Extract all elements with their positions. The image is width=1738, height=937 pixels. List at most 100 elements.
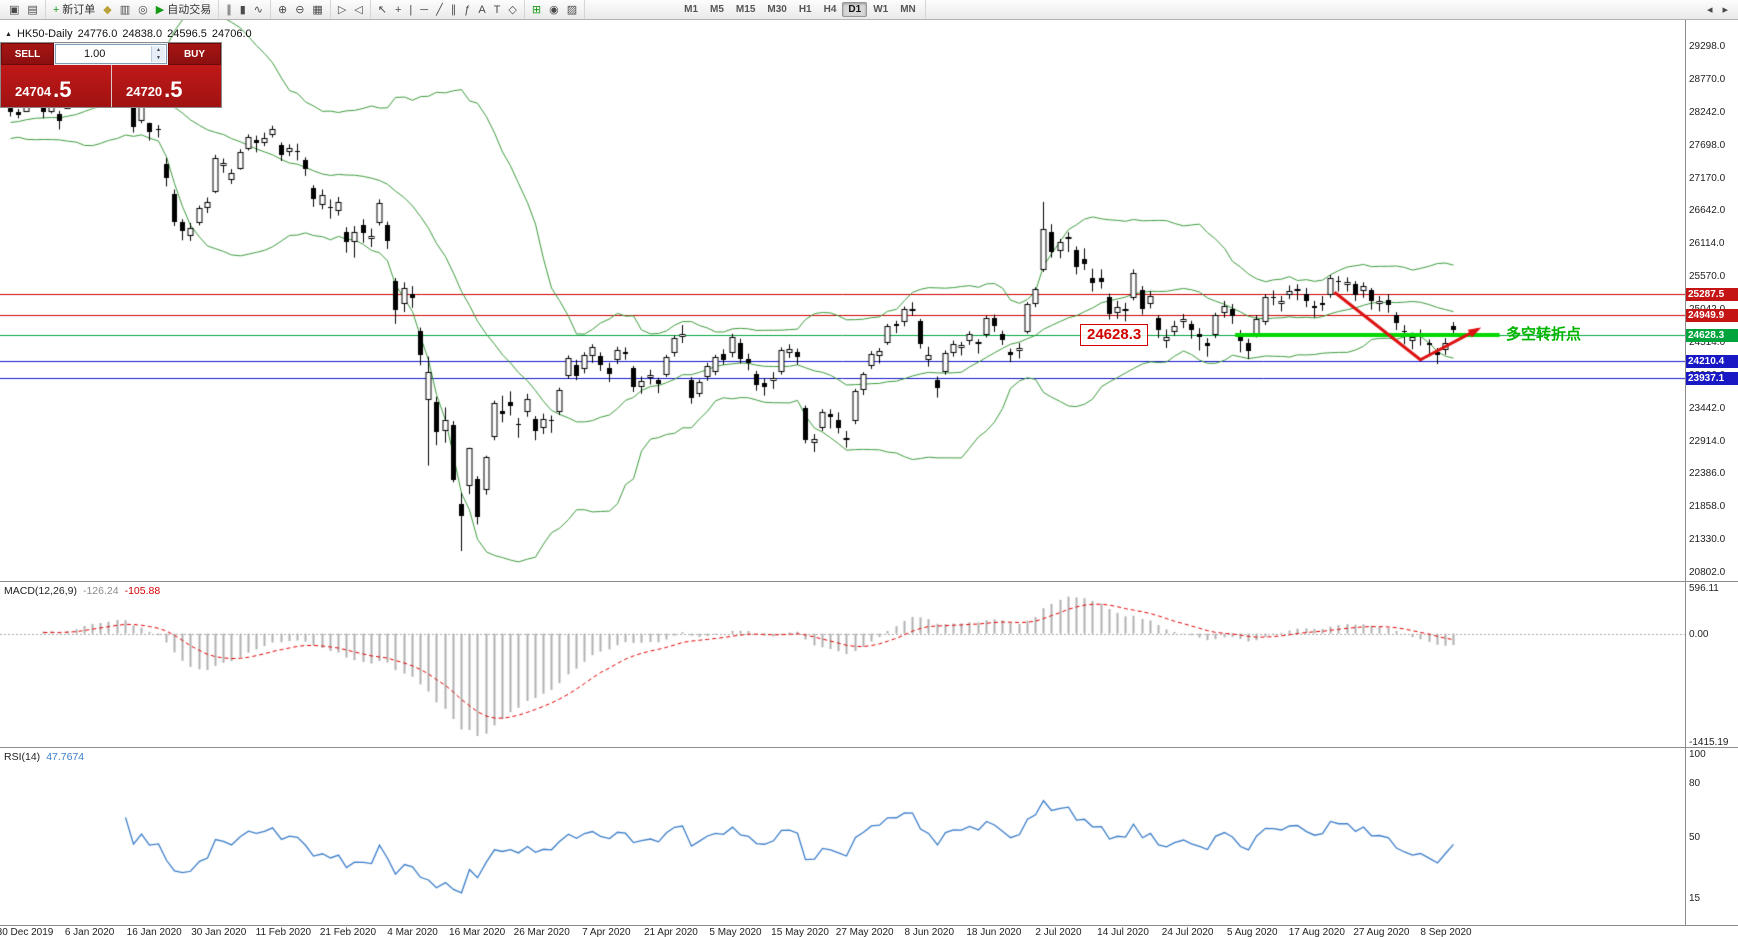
time-axis-label: 15 May 2020 xyxy=(771,927,829,937)
sell-price-button[interactable]: 24704 .5 xyxy=(1,65,111,107)
turning-point-annotation: 多空转折点 xyxy=(1506,326,1582,343)
sell-button[interactable]: SELL xyxy=(1,43,54,65)
price-axis-label: 26114.0 xyxy=(1689,238,1725,250)
indicator-tools: ⊞ ◉ ▨ xyxy=(525,0,586,19)
new-order-button[interactable]: + 新订单 xyxy=(49,1,99,19)
auto-trading-button[interactable]: ▶ 自动交易 xyxy=(152,1,215,19)
chart-area: ▲ HK50-Daily 24776.0 24838.0 24596.5 247… xyxy=(0,20,1738,937)
bar-chart-icon[interactable]: ∥ xyxy=(222,1,236,19)
scroll-tools: ▷ ◁ xyxy=(331,0,371,19)
timeframe-m5[interactable]: M5 xyxy=(710,4,724,15)
price-axis[interactable]: 29298.0 28770.0 28242.0 27698.0 27170.0 26642… xyxy=(1685,20,1738,581)
time-axis-label: 21 Apr 2020 xyxy=(643,927,698,937)
zoom-in-icon[interactable]: ⊕ xyxy=(274,1,291,19)
time-axis-label: 27 Aug 2020 xyxy=(1353,927,1410,937)
scroll-right-icon[interactable]: ▸ xyxy=(1718,1,1732,19)
macd-axis[interactable]: 596.11 0.00 -1415.19 xyxy=(1685,582,1738,748)
macd-label: MACD(12,26,9) -126.24 -105.88 xyxy=(4,585,160,597)
time-axis-label: 5 May 2020 xyxy=(709,927,762,937)
horizontal-line-icon[interactable]: ─ xyxy=(416,1,432,19)
volume-spinner: ▲ ▼ xyxy=(151,46,165,62)
trendline-icon[interactable]: ╱ xyxy=(432,1,447,19)
volume-up-button[interactable]: ▲ xyxy=(152,46,165,54)
shapes-icon[interactable]: ◇ xyxy=(504,1,520,19)
sell-price-main: 24704 xyxy=(15,84,52,99)
price-axis-label: 28770.0 xyxy=(1689,73,1726,85)
zoom-tools: ⊕ ⊖ ▦ xyxy=(271,0,331,19)
tile-windows-icon[interactable]: ▦ xyxy=(308,1,326,19)
macd-axis-label: 596.11 xyxy=(1689,583,1719,594)
templates-icon[interactable]: ▨ xyxy=(563,1,581,19)
line-chart-icon: ∿ xyxy=(253,3,263,16)
timeframe-h1[interactable]: H1 xyxy=(798,4,812,15)
crosshair-icon[interactable]: + xyxy=(391,1,405,19)
navigator-icon[interactable]: ◎ xyxy=(134,1,152,19)
text-label-icon[interactable]: A xyxy=(474,1,489,19)
time-axis-label: 7 Apr 2020 xyxy=(582,927,631,937)
rsi-chart-canvas[interactable] xyxy=(0,748,1685,925)
buy-price-button[interactable]: 24720 .5 xyxy=(111,65,221,107)
time-axis-label: 4 Mar 2020 xyxy=(387,927,438,937)
indicators-icon[interactable]: ⊞ xyxy=(528,1,545,19)
price-axis-label: 23442.0 xyxy=(1689,402,1726,414)
macd-chart-canvas[interactable] xyxy=(0,582,1685,747)
timeframe-d1[interactable]: D1 xyxy=(842,2,868,17)
price-chart-canvas[interactable] xyxy=(0,20,1685,581)
price-axis-label: 22386.0 xyxy=(1689,468,1726,480)
time-axis-label: 27 May 2020 xyxy=(835,927,894,937)
price-panel: ▲ HK50-Daily 24776.0 24838.0 24596.5 247… xyxy=(0,20,1738,581)
market-watch-icon[interactable]: ▥ xyxy=(116,1,134,19)
price-axis-label: 25570.0 xyxy=(1689,271,1726,283)
line-chart-icon[interactable]: ∿ xyxy=(250,1,267,19)
arrows-icon[interactable]: T xyxy=(490,1,505,19)
time-axis[interactable]: 30 Dec 2019 6 Jan 2020 16 Jan 2020 30 Jan 2… xyxy=(0,925,1738,937)
new-chart-window-icon[interactable]: ▣ xyxy=(5,1,23,19)
indicators-icon: ⊞ xyxy=(531,3,542,16)
cursor-icon: ↖ xyxy=(377,3,387,16)
time-axis-label: 26 Mar 2020 xyxy=(513,927,570,937)
text-label-icon: A xyxy=(478,3,486,16)
order-tools: + 新订单 ◆ ▥ ◎ ▶ 自动交易 xyxy=(46,0,220,19)
chart-low-value: 24596.5 xyxy=(167,28,207,40)
price-axis-label: 29298.0 xyxy=(1689,41,1726,52)
chart-shift-icon: ◁ xyxy=(354,3,363,16)
price-axis-label: 24514.0 xyxy=(1689,336,1726,348)
time-axis-label: 8 Sep 2020 xyxy=(1420,927,1472,937)
templates-icon: ▨ xyxy=(566,3,578,16)
auto-scroll-icon[interactable]: ▷ xyxy=(334,1,350,19)
scroll-left-icon[interactable]: ◂ xyxy=(1703,1,1717,19)
rsi-axis-label: 50 xyxy=(1689,831,1701,843)
vertical-line-icon: | xyxy=(409,3,413,16)
mql-editor-icon[interactable]: ◆ xyxy=(99,1,115,19)
chart-close-value: 24706.0 xyxy=(211,28,252,40)
toolbar-right-tools: ◂ ▸ xyxy=(1703,1,1736,19)
channel-icon[interactable]: ∥ xyxy=(447,1,461,19)
buy-price-main: 24720 xyxy=(126,84,163,99)
volume-field[interactable]: 1.00 ▲ ▼ xyxy=(55,44,167,64)
zoom-out-icon[interactable]: ⊖ xyxy=(291,1,308,19)
buy-button[interactable]: BUY xyxy=(168,43,221,65)
volume-down-button[interactable]: ▼ xyxy=(152,54,165,62)
buy-price-big-digit: .5 xyxy=(164,77,183,102)
timeframe-w1[interactable]: W1 xyxy=(873,4,889,15)
fibonacci-icon[interactable]: ƒ xyxy=(460,1,474,19)
vertical-line-icon[interactable]: | xyxy=(405,1,416,19)
timeframe-m15[interactable]: M15 xyxy=(735,4,756,15)
chart-profiles-icon[interactable]: ▤ xyxy=(23,1,41,19)
price-axis-label: 27170.0 xyxy=(1689,172,1726,184)
timeframe-mn[interactable]: MN xyxy=(900,4,916,15)
rsi-axis[interactable]: 100 80 50 15 xyxy=(1685,748,1738,925)
chart-shift-icon[interactable]: ◁ xyxy=(350,1,366,19)
timeframe-m30[interactable]: M30 xyxy=(767,4,787,15)
new-chart-window-icon: ▣ xyxy=(9,3,20,16)
arrows-icon: T xyxy=(493,3,501,16)
periods-icon[interactable]: ◉ xyxy=(545,1,563,19)
timeframe-h4[interactable]: H4 xyxy=(823,4,837,15)
price-level-tag: 24628.3 xyxy=(1686,329,1738,342)
auto-scroll-icon: ▷ xyxy=(337,3,347,16)
timeframe-m1[interactable]: M1 xyxy=(684,4,699,15)
cursor-icon[interactable]: ↖ xyxy=(374,1,391,19)
price-axis-label: 20802.0 xyxy=(1689,567,1726,578)
candlestick-chart-icon[interactable]: ▮ xyxy=(236,1,250,19)
rsi-value: 47.7674 xyxy=(46,751,85,763)
